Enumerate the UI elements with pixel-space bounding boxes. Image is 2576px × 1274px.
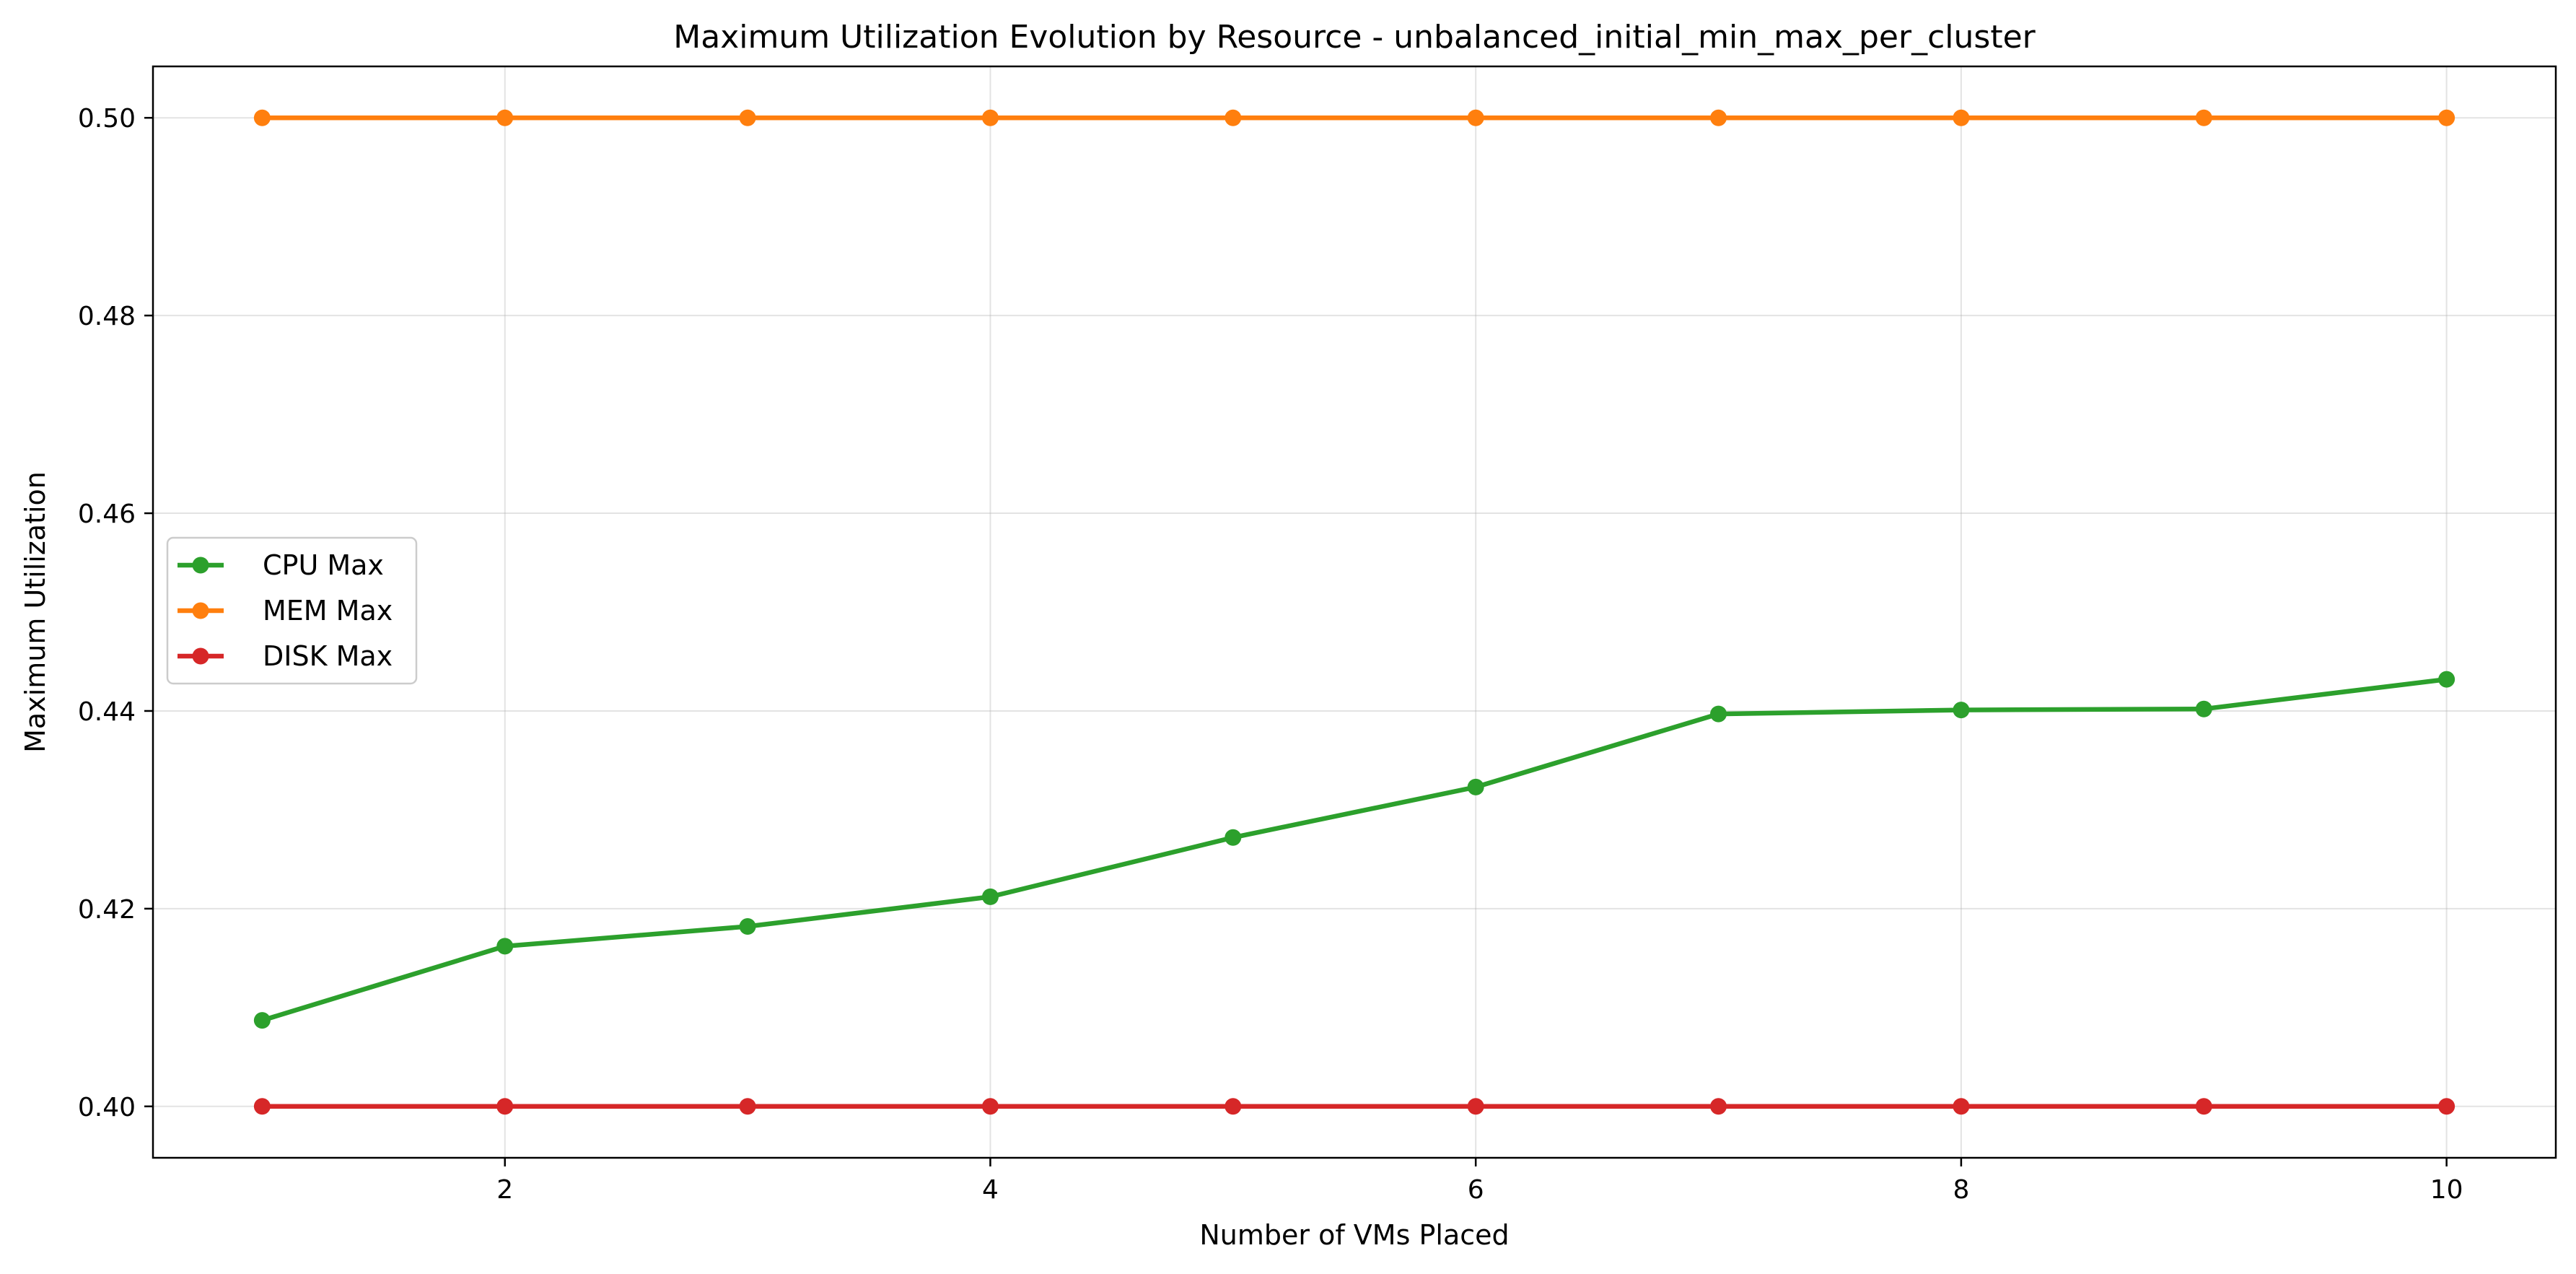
cpu-max-line	[261, 676, 2447, 1023]
legend-disk-max-marker	[192, 647, 209, 665]
mem-max-point	[1225, 109, 1242, 126]
mem-max-point	[739, 109, 756, 126]
y-tick-label: 0.44	[78, 697, 136, 727]
disk-max-point	[1467, 1098, 1484, 1115]
mem-max-point	[1467, 109, 1484, 126]
mem-max-point	[253, 109, 271, 126]
disk-max-point	[2438, 1098, 2455, 1115]
axis-ticks: 2 4 6 8 10 0.40 0.42 0.44 0.46 0.48 0.50	[78, 104, 2463, 1205]
y-tick-label: 0.40	[78, 1093, 136, 1122]
series-layer	[253, 109, 2455, 1115]
disk-max-point	[2195, 1098, 2212, 1115]
disk-max-point	[981, 1098, 999, 1115]
plot-frame	[152, 65, 2557, 1159]
mem-max-point	[1710, 109, 1727, 126]
cpu-max-point	[2195, 700, 2212, 717]
cpu-max-point	[739, 918, 756, 935]
mem-max-point	[496, 109, 514, 126]
x-tick-label: 6	[1468, 1175, 1484, 1205]
legend-box	[166, 536, 418, 685]
cpu-max-point	[2438, 671, 2455, 688]
y-axis-label: Maximum Utilization	[19, 471, 51, 753]
x-tick-label: 8	[1953, 1175, 1969, 1205]
legend-cpu-max-marker	[192, 557, 209, 574]
disk-max-point	[1710, 1098, 1727, 1115]
y-tick-label: 0.42	[78, 895, 136, 925]
legend-disk-max-label: DISK Max	[263, 640, 393, 672]
grid	[153, 66, 2556, 1158]
legend: CPU Max MEM Max DISK Max	[166, 536, 418, 685]
disk-max-point	[1953, 1098, 1970, 1115]
disk-max-point	[739, 1098, 756, 1115]
x-tick-label: 4	[982, 1175, 999, 1205]
cpu-max-point	[1225, 829, 1242, 846]
cpu-max-point	[1710, 705, 1727, 723]
legend-cpu-max-label: CPU Max	[263, 549, 384, 581]
x-tick-label: 2	[496, 1175, 513, 1205]
cpu-max-point	[1953, 702, 1970, 719]
x-axis-label: Number of VMs Placed	[1199, 1219, 1509, 1251]
cpu-max-point	[253, 1012, 271, 1029]
cpu-max-point	[981, 888, 999, 905]
mem-max-point	[2195, 109, 2212, 126]
y-tick-label: 0.48	[78, 302, 136, 331]
mem-max-point	[1953, 109, 1970, 126]
cpu-max-point	[1467, 778, 1484, 795]
legend-mem-max-marker	[192, 602, 209, 619]
disk-max-point	[496, 1098, 514, 1115]
disk-max-point	[253, 1098, 271, 1115]
chart-title: Maximum Utilization Evolution by Resourc…	[673, 19, 2036, 56]
disk-max-point	[1225, 1098, 1242, 1115]
legend-mem-max-label: MEM Max	[263, 595, 393, 627]
y-tick-label: 0.50	[78, 104, 136, 134]
x-tick-label: 10	[2430, 1175, 2463, 1205]
mem-max-point	[2438, 109, 2455, 126]
cpu-max-point	[496, 938, 514, 955]
mem-max-point	[981, 109, 999, 126]
y-tick-label: 0.46	[78, 499, 136, 529]
